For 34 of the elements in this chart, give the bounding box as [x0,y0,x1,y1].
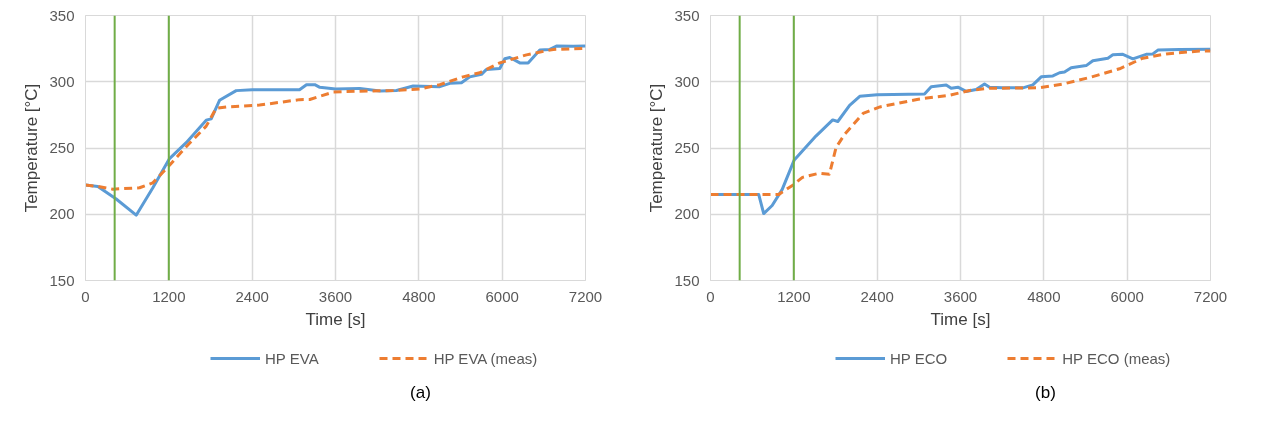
x-tick-label: 7200 [568,287,603,305]
y-tick-label: 250 [49,139,75,156]
y-axis-title: Temperature [°C] [647,83,667,213]
x-axis-title: Time [s] [930,309,991,329]
x-axis-title: Time [s] [305,309,366,329]
legend-label: HP ECO (meas) [1062,349,1171,367]
y-axis-title: Temperature [°C] [22,83,42,213]
legend-label: HP EVA (meas) [433,349,538,367]
y-tick-label: 150 [49,271,75,289]
y-tick-label: 300 [674,72,700,90]
x-tick-label: 1200 [152,287,186,305]
x-tick-label: 1200 [777,287,811,305]
y-tick-label: 200 [49,205,75,223]
text: (b) [1035,382,1056,402]
y-tick-label: 150 [674,271,700,289]
y-tick-label: 250 [674,139,700,156]
x-tick-label: 6000 [1110,287,1144,305]
text: (a) [410,382,431,402]
y-tick-label: 350 [674,6,700,24]
x-tick-label: 3600 [318,287,353,305]
x-tick-label: 4800 [1027,287,1061,305]
y-tick-label: 200 [674,205,700,223]
x-tick-label: 0 [81,287,90,305]
x-tick-label: 2400 [860,287,894,305]
legend-label: HP EVA [265,349,319,367]
x-tick-label: 7200 [1193,287,1228,305]
x-tick-label: 3600 [943,287,978,305]
y-tick-label: 350 [49,6,75,24]
y-tick-label: 300 [49,72,75,90]
x-tick-label: 6000 [485,287,519,305]
x-tick-label: 4800 [402,287,436,305]
x-tick-label: 2400 [235,287,269,305]
legend-label: HP ECO [890,349,948,367]
x-tick-label: 0 [706,287,715,305]
